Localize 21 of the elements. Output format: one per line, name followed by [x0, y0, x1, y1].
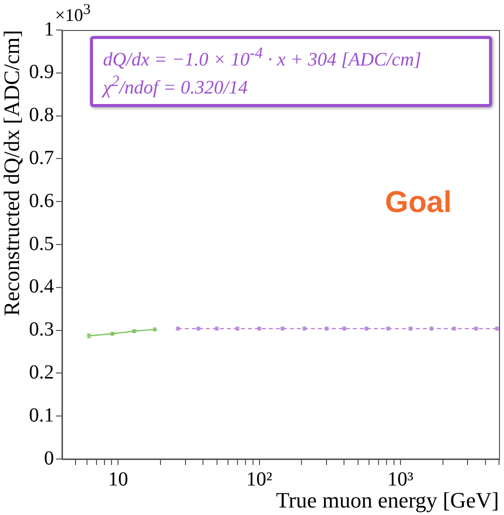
y-tick-label: 0.5 — [29, 232, 54, 255]
x-axis-title: True muon energy [GeV] — [276, 488, 499, 513]
x-tick-label: 10² — [246, 468, 272, 490]
fit-box: dQ/dx = −1.0 × 10$^{-4}$ · x + 304 [ADC/cm] χ$^{2}$/ndof = 0.320/14 — [90, 36, 492, 107]
y-tick-label: 0.6 — [29, 190, 54, 212]
y-tick-label: 0.8 — [29, 104, 54, 126]
x-tick-label: 10 — [108, 468, 128, 490]
y-tick-label: 0.4 — [29, 276, 54, 298]
y-tick-label: 0.9 — [29, 61, 54, 84]
annotation: dQ/dx = −1.0 × 10$^{-4}$ · x + 304 [ADC/cm] — [103, 44, 422, 72]
annotation: Goal — [385, 186, 452, 220]
annotation: χ$^{2}$/ndof = 0.320/14 — [103, 72, 249, 100]
y-tick-label: 0.7 — [29, 146, 54, 169]
x-tick-label: 10³ — [387, 468, 414, 490]
y-tick-label: 0.3 — [29, 318, 54, 341]
y-tick-label: 0 — [44, 447, 54, 470]
y-axis-title: Reconstructed dQ/dx [ADC/cm] — [0, 30, 24, 316]
y-tick-label: 0.1 — [29, 404, 54, 426]
text: ×10$^{3}$ — [55, 2, 91, 26]
y-tick-label: 1 — [44, 18, 54, 40]
y-tick-label: 0.2 — [29, 361, 54, 384]
